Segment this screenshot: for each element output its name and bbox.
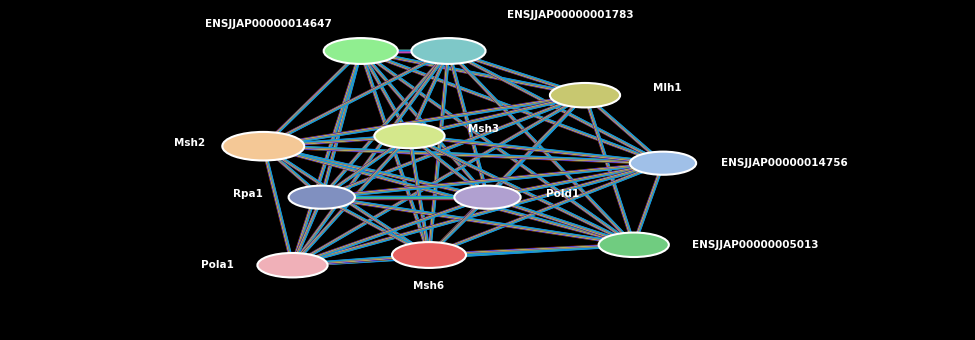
Text: ENSJJAP00000014647: ENSJJAP00000014647 bbox=[205, 19, 332, 29]
Text: Msh2: Msh2 bbox=[174, 138, 205, 148]
Circle shape bbox=[392, 242, 466, 268]
Text: ENSJJAP00000005013: ENSJJAP00000005013 bbox=[692, 240, 819, 250]
Circle shape bbox=[454, 186, 521, 209]
Text: Mlh1: Mlh1 bbox=[653, 83, 682, 94]
Text: Pold1: Pold1 bbox=[546, 189, 579, 199]
Circle shape bbox=[550, 83, 620, 107]
Circle shape bbox=[411, 38, 486, 64]
Circle shape bbox=[222, 132, 304, 160]
Circle shape bbox=[374, 124, 445, 148]
Text: Msh6: Msh6 bbox=[413, 280, 445, 291]
Circle shape bbox=[257, 253, 328, 277]
Text: ENSJJAP00000001783: ENSJJAP00000001783 bbox=[507, 10, 634, 20]
Text: Pola1: Pola1 bbox=[201, 260, 234, 270]
Circle shape bbox=[289, 186, 355, 209]
Text: Msh3: Msh3 bbox=[468, 124, 499, 134]
Circle shape bbox=[630, 152, 696, 175]
Circle shape bbox=[324, 38, 398, 64]
Text: Rpa1: Rpa1 bbox=[233, 189, 263, 199]
Circle shape bbox=[599, 233, 669, 257]
Text: ENSJJAP00000014756: ENSJJAP00000014756 bbox=[722, 158, 848, 168]
